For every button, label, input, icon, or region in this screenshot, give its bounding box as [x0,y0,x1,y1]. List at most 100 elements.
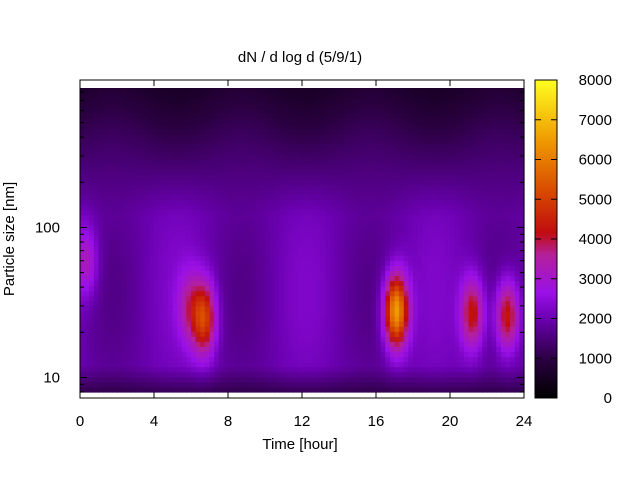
heatmap-cell [283,351,289,358]
heatmap-cell [329,351,335,358]
heatmap-cell [121,199,127,206]
heatmap-cell [80,280,86,287]
heatmap-cell [218,164,224,170]
heatmap-cell [154,361,160,368]
heatmap-cell [214,108,220,114]
heatmap-cell [394,108,400,114]
heatmap-cell [251,316,257,322]
heatmap-cell [112,326,118,332]
heatmap-cell [251,209,257,216]
heatmap-cell [228,108,234,114]
heatmap-cell [306,305,312,312]
heatmap-cell [292,341,298,347]
heatmap-cell [172,361,178,368]
heatmap-cell [130,234,137,241]
heatmap-cell [223,376,229,383]
heatmap-cell [389,275,396,282]
heatmap-cell [417,321,423,327]
heatmap-cell [232,98,238,104]
heatmap-cell [376,123,382,130]
heatmap-cell [167,386,174,393]
heatmap-cell [181,386,187,393]
heatmap-cell [334,300,340,307]
heatmap-cell [140,108,146,114]
heatmap-cell [334,133,340,140]
heatmap-cell [306,189,312,195]
heatmap-cell [98,199,104,206]
heatmap-cell [223,113,229,119]
heatmap-cell [163,214,169,221]
heatmap-cell [269,351,275,358]
heatmap-cell [135,316,141,322]
heatmap-cell [112,351,118,358]
heatmap-cell [204,346,211,353]
heatmap-cell [144,326,150,332]
heatmap-cell [278,93,285,99]
heatmap-cell [413,88,419,94]
heatmap-cell [154,234,160,241]
heatmap-cell [269,103,275,109]
heatmap-cell [399,285,405,292]
heatmap-cell [431,138,437,145]
heatmap-cell [144,194,150,201]
heatmap-cell [251,98,257,104]
heatmap-cell [376,143,382,150]
heatmap-cell [278,98,285,104]
heatmap-cell [163,123,169,130]
heatmap-cell [362,158,368,165]
heatmap-cell [237,138,243,145]
heatmap-cell [181,164,187,170]
heatmap-cell [126,189,132,195]
heatmap-cell [292,143,298,150]
heatmap-cell [426,361,433,368]
heatmap-cell [436,321,442,327]
heatmap-cell [260,128,266,135]
heatmap-cell [394,366,400,373]
heatmap-cell [200,255,206,261]
heatmap-cell [450,300,456,307]
heatmap-cell [260,285,266,292]
heatmap-cell [278,371,285,378]
heatmap-cell [204,366,211,373]
heatmap-cell [376,270,382,277]
heatmap-cell [325,331,331,337]
heatmap-cell [84,386,90,393]
heatmap-cell [292,361,298,368]
heatmap-cell [246,305,252,312]
heatmap-cell [417,336,423,342]
heatmap-cell [413,194,419,201]
heatmap-cell [121,103,127,109]
heatmap-cell [246,351,252,358]
heatmap-cell [154,224,160,231]
heatmap-cell [348,118,354,125]
heatmap-cell [311,98,317,104]
heatmap-cell [232,351,238,358]
heatmap-cell [385,209,391,216]
heatmap-cell [232,108,238,114]
heatmap-cell [288,113,294,119]
heatmap-cell [315,194,322,201]
heatmap-cell [260,275,266,282]
heatmap-cell [246,245,252,251]
heatmap-cell [214,184,220,190]
heatmap-cell [417,148,423,155]
heatmap-cell [251,305,257,312]
heatmap-cell [376,255,382,261]
heatmap-cell [167,316,174,322]
heatmap-cell [376,88,382,94]
heatmap-cell [121,280,127,287]
heatmap-cell [255,224,261,231]
heatmap-cell [228,169,234,175]
heatmap-cell [292,280,298,287]
heatmap-cell [251,326,257,332]
heatmap-cell [265,270,271,277]
heatmap-cell [167,305,174,312]
heatmap-cell [320,229,326,236]
heatmap-cell [130,290,137,297]
heatmap-cell [371,214,377,221]
heatmap-cell [214,229,220,236]
heatmap-cell [413,250,419,256]
heatmap-cell [394,179,400,185]
heatmap-cell [241,321,248,327]
heatmap-cell [371,229,377,236]
